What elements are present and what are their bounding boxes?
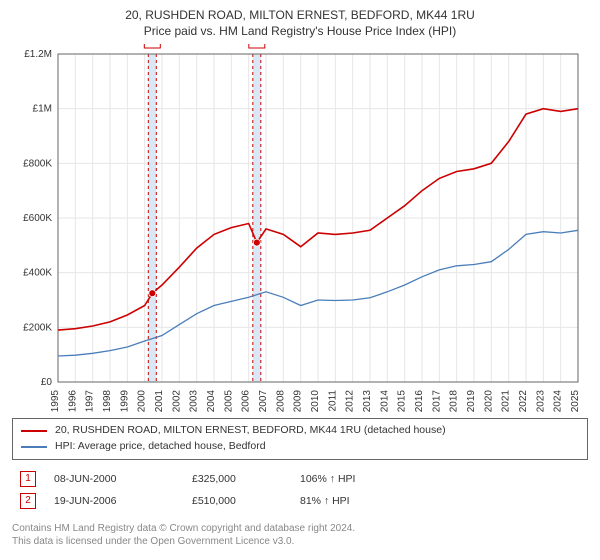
svg-text:2021: 2021 <box>501 390 512 413</box>
legend-label: HPI: Average price, detached house, Bedf… <box>55 439 266 455</box>
table-row: 1 08-JUN-2000 £325,000 106% ↑ HPI <box>12 468 588 490</box>
sale-date: 19-JUN-2006 <box>54 495 174 507</box>
sale-price: £510,000 <box>192 495 282 507</box>
svg-text:£0: £0 <box>41 377 53 388</box>
svg-text:2014: 2014 <box>379 390 390 413</box>
sale-pct-vs-hpi: 81% ↑ HPI <box>300 495 420 507</box>
svg-text:2019: 2019 <box>466 390 477 413</box>
svg-text:2008: 2008 <box>275 390 286 413</box>
svg-text:2024: 2024 <box>553 390 564 413</box>
svg-text:2015: 2015 <box>397 390 408 413</box>
svg-text:1996: 1996 <box>67 390 78 413</box>
chart-svg: £0 £200K £400K £600K £800K £1M £1.2M 1 2 1995 1996… <box>12 44 588 414</box>
svg-text:2020: 2020 <box>483 390 494 413</box>
svg-text:1995: 1995 <box>50 390 61 413</box>
page-title: 20, RUSHDEN ROAD, MILTON ERNEST, BEDFORD… <box>12 8 588 22</box>
svg-text:2018: 2018 <box>449 390 460 413</box>
table-row: 2 19-JUN-2006 £510,000 81% ↑ HPI <box>12 490 588 512</box>
svg-text:2017: 2017 <box>431 390 442 413</box>
sale-price: £325,000 <box>192 473 282 485</box>
sale-marker-badge: 2 <box>20 493 36 509</box>
svg-text:2010: 2010 <box>310 390 321 413</box>
svg-text:2025: 2025 <box>570 390 581 413</box>
footnote-line: This data is licensed under the Open Gov… <box>12 535 572 548</box>
svg-text:£1M: £1M <box>33 104 52 115</box>
svg-text:2006: 2006 <box>241 390 252 413</box>
svg-text:£600K: £600K <box>23 213 52 224</box>
legend-label: 20, RUSHDEN ROAD, MILTON ERNEST, BEDFORD… <box>55 423 446 439</box>
svg-text:1998: 1998 <box>102 390 113 413</box>
footnote-line: Contains HM Land Registry data © Crown c… <box>12 522 572 535</box>
svg-text:2016: 2016 <box>414 390 425 413</box>
legend-row: 20, RUSHDEN ROAD, MILTON ERNEST, BEDFORD… <box>21 423 579 439</box>
sales-table: 1 08-JUN-2000 £325,000 106% ↑ HPI 2 19-J… <box>12 468 588 512</box>
svg-text:2013: 2013 <box>362 390 373 413</box>
legend-row: HPI: Average price, detached house, Bedf… <box>21 439 579 455</box>
svg-text:2: 2 <box>254 44 260 47</box>
svg-text:2004: 2004 <box>206 390 217 413</box>
svg-text:2005: 2005 <box>223 390 234 413</box>
svg-text:2002: 2002 <box>171 390 182 413</box>
svg-text:2001: 2001 <box>154 390 165 413</box>
svg-text:1999: 1999 <box>119 390 130 413</box>
legend-swatch-series-1 <box>21 430 47 432</box>
svg-text:£1.2M: £1.2M <box>24 49 52 60</box>
svg-text:1: 1 <box>150 44 156 47</box>
legend-swatch-series-2 <box>21 446 47 448</box>
svg-text:2007: 2007 <box>258 390 269 413</box>
svg-text:2000: 2000 <box>137 390 148 413</box>
sale-pct-vs-hpi: 106% ↑ HPI <box>300 473 420 485</box>
svg-text:1997: 1997 <box>85 390 96 413</box>
title-block: 20, RUSHDEN ROAD, MILTON ERNEST, BEDFORD… <box>12 8 588 38</box>
svg-text:£400K: £400K <box>23 268 52 279</box>
legend: 20, RUSHDEN ROAD, MILTON ERNEST, BEDFORD… <box>12 418 588 460</box>
page-subtitle: Price paid vs. HM Land Registry's House … <box>12 24 588 38</box>
sale-date: 08-JUN-2000 <box>54 473 174 485</box>
sale-marker-badge: 1 <box>20 471 36 487</box>
footnote: Contains HM Land Registry data © Crown c… <box>12 522 572 548</box>
svg-text:£800K: £800K <box>23 158 52 169</box>
svg-text:2009: 2009 <box>293 390 304 413</box>
svg-text:2023: 2023 <box>535 390 546 413</box>
svg-text:2011: 2011 <box>327 390 338 412</box>
svg-text:2012: 2012 <box>345 390 356 413</box>
svg-text:£200K: £200K <box>23 322 52 333</box>
price-chart: £0 £200K £400K £600K £800K £1M £1.2M 1 2 1995 1996… <box>12 44 588 414</box>
svg-text:2003: 2003 <box>189 390 200 413</box>
svg-text:2022: 2022 <box>518 390 529 413</box>
